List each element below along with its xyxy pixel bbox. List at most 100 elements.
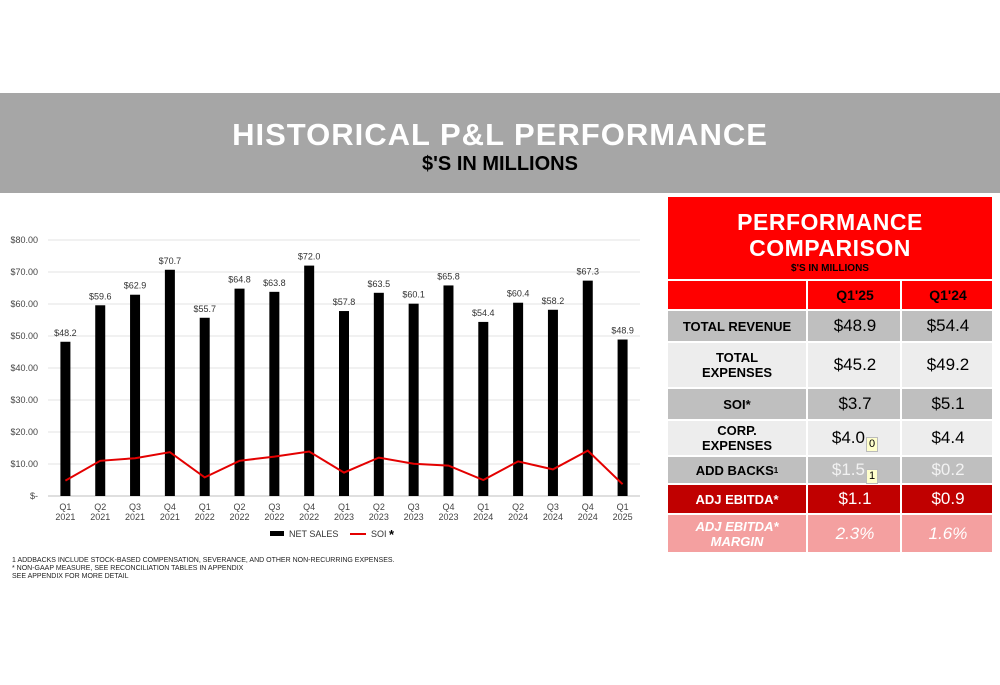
x-tick-label: Q1 2023 bbox=[334, 502, 354, 522]
total-revenue-q1-25: $48.9 bbox=[810, 311, 902, 341]
y-tick-label: $10.00 bbox=[10, 459, 38, 469]
x-tick-label: Q2 2021 bbox=[90, 502, 110, 522]
adj-ebitda-margin-label-line1: ADJ EBITDA* bbox=[695, 518, 779, 534]
soi-label: SOI* bbox=[668, 389, 808, 419]
x-tick-label: Q4 2022 bbox=[299, 502, 319, 522]
y-tick-label: $60.00 bbox=[10, 299, 38, 309]
net-sales-bar bbox=[269, 291, 280, 496]
x-tick-label: Q1 2022 bbox=[195, 502, 215, 522]
x-tick-label: Q4 2021 bbox=[160, 502, 180, 522]
total-expenses-label-line2: EXPENSES bbox=[701, 365, 773, 380]
corp-expenses-label-line1: CORP. bbox=[717, 423, 757, 438]
legend-soi-asterisk: * bbox=[389, 527, 395, 542]
net-sales-data-label: $60.4 bbox=[507, 289, 530, 299]
adj-ebitda-margin-q1-24: 1.6% bbox=[928, 523, 968, 543]
y-tick-label: $80.00 bbox=[10, 235, 38, 245]
net-sales-bar bbox=[373, 292, 384, 496]
chart-legend: NET SALES SOI * bbox=[270, 527, 395, 542]
footnotes: 1 ADDBACKS INCLUDE STOCK-BASED COMPENSAT… bbox=[12, 557, 394, 581]
net-sales-data-label: $65.8 bbox=[437, 271, 460, 281]
x-tick-label: Q2 2023 bbox=[369, 502, 389, 522]
net-sales-data-labels: $48.2 $59.6 $62.9 $70.7 $55.7 $64.8 $63.8 $72.0… bbox=[54, 252, 634, 338]
net-sales-bar bbox=[130, 294, 141, 496]
corp-expenses-q1-24: $4.4 bbox=[931, 428, 965, 447]
net-sales-data-label: $54.4 bbox=[472, 308, 495, 318]
row-total-expenses: TOTAL EXPENSES $45.2 $49.2 bbox=[668, 343, 992, 387]
y-tick-label: $50.00 bbox=[10, 331, 38, 341]
adj-ebitda-margin-q1-25: 2.3% bbox=[810, 515, 902, 552]
net-sales-bar bbox=[443, 285, 454, 496]
total-expenses-label-line1: TOTAL bbox=[715, 350, 759, 365]
x-tick-label: Q3 2023 bbox=[404, 502, 424, 522]
net-sales-bars bbox=[60, 265, 628, 496]
soi-line bbox=[64, 449, 624, 485]
net-sales-bar bbox=[304, 265, 315, 496]
net-sales-data-label: $60.1 bbox=[402, 290, 425, 300]
y-tick-label: $30.00 bbox=[10, 395, 38, 405]
footnote-appendix: SEE APPENDIX FOR MORE DETAIL bbox=[12, 573, 129, 580]
x-tick-label: Q1 2025 bbox=[613, 502, 633, 522]
add-backs-label: ADD BACKS 1 bbox=[668, 457, 808, 483]
comparison-subtitle: $'S IN MILLIONS bbox=[791, 263, 869, 274]
row-total-revenue: TOTAL REVENUE $48.9 $54.4 bbox=[668, 311, 992, 341]
y-tick-label: $40.00 bbox=[10, 363, 38, 373]
soi-line-series bbox=[64, 449, 624, 485]
net-sales-data-label: $62.9 bbox=[124, 281, 147, 291]
legend-soi-label: SOI bbox=[371, 529, 387, 539]
add-backs-q1-25: $1.5 1 bbox=[810, 457, 902, 484]
total-revenue-label: TOTAL REVENUE bbox=[668, 311, 808, 341]
comparison-title: PERFORMANCE COMPARISON bbox=[668, 209, 992, 261]
soi-q1-24: $5.1 bbox=[931, 394, 965, 413]
page-subtitle: $'S IN MILLIONS bbox=[422, 153, 578, 175]
net-sales-bar bbox=[408, 303, 419, 496]
comparison-column-header-row: Q1'25 Q1'24 bbox=[668, 281, 992, 309]
net-sales-soi-chart: $- $10.00 $20.00 $30.00 $40.00 $50.00 $60.00 $7… bbox=[10, 235, 640, 542]
x-tick-label: Q4 2023 bbox=[438, 502, 458, 522]
net-sales-data-label: $70.7 bbox=[159, 256, 182, 266]
comparison-header: PERFORMANCE COMPARISON $'S IN MILLIONS bbox=[668, 197, 992, 279]
net-sales-bar bbox=[164, 269, 175, 496]
net-sales-data-label: $57.8 bbox=[333, 297, 356, 307]
x-tick-label: Q4 2024 bbox=[578, 502, 598, 522]
net-sales-bar bbox=[478, 321, 489, 496]
comment-marker[interactable]: 0 bbox=[865, 436, 879, 452]
footnote-non-gaap: * NON-GAAP MEASURE, SEE RECONCILIATION T… bbox=[12, 565, 244, 572]
y-tick-label: $20.00 bbox=[10, 427, 38, 437]
net-sales-bar bbox=[60, 341, 71, 496]
x-tick-label: Q2 2022 bbox=[230, 502, 250, 522]
net-sales-data-label: $64.8 bbox=[228, 275, 251, 285]
net-sales-bar bbox=[617, 339, 628, 496]
net-sales-data-label: $59.6 bbox=[89, 291, 112, 301]
net-sales-data-label: $63.8 bbox=[263, 278, 286, 288]
total-expenses-q1-25: $45.2 bbox=[810, 343, 902, 387]
x-tick-label: Q3 2021 bbox=[125, 502, 145, 522]
adj-ebitda-q1-25: $1.1 bbox=[810, 485, 902, 513]
soi-q1-25: $3.7 bbox=[810, 389, 902, 419]
total-expenses-q1-24: $49.2 bbox=[926, 355, 970, 374]
corp-expenses-label-line2: EXPENSES bbox=[701, 438, 773, 453]
title-banner: HISTORICAL P&L PERFORMANCE $'S IN MILLIO… bbox=[0, 93, 1000, 193]
total-expenses-label: TOTAL EXPENSES bbox=[668, 343, 808, 387]
adj-ebitda-margin-label: ADJ EBITDA* MARGIN bbox=[668, 515, 808, 552]
performance-comparison-table: PERFORMANCE COMPARISON $'S IN MILLIONS Q… bbox=[668, 197, 992, 552]
x-tick-label: Q3 2022 bbox=[264, 502, 284, 522]
add-backs-footnote-ref: 1 bbox=[773, 465, 779, 475]
total-revenue-q1-24: $54.4 bbox=[926, 316, 970, 335]
legend-net-sales-label: NET SALES bbox=[289, 529, 338, 539]
net-sales-bar bbox=[582, 280, 593, 496]
corp-expenses-label: CORP. EXPENSES bbox=[668, 421, 808, 455]
net-sales-data-label: $72.0 bbox=[298, 252, 321, 262]
net-sales-data-label: $67.3 bbox=[576, 267, 599, 277]
row-add-backs: ADD BACKS 1 $1.5 1 $0.2 bbox=[668, 457, 992, 484]
column-header-q1-25: Q1'25 bbox=[810, 281, 902, 309]
x-tick-label: Q3 2024 bbox=[543, 502, 563, 522]
comparison-title-line1: PERFORMANCE bbox=[737, 209, 923, 235]
row-adj-ebitda: ADJ EBITDA* $1.1 $0.9 bbox=[668, 485, 992, 513]
x-tick-label: Q2 2024 bbox=[508, 502, 528, 522]
y-axis: $- $10.00 $20.00 $30.00 $40.00 $50.00 $60.00 $7… bbox=[10, 235, 38, 501]
x-tick-label: Q1 2024 bbox=[473, 502, 493, 522]
row-corp-expenses: CORP. EXPENSES $4.0 0 $4.4 bbox=[668, 421, 992, 455]
comment-marker[interactable]: 1 bbox=[865, 468, 879, 484]
net-sales-data-label: $55.7 bbox=[193, 304, 216, 314]
net-sales-bar bbox=[513, 302, 524, 496]
